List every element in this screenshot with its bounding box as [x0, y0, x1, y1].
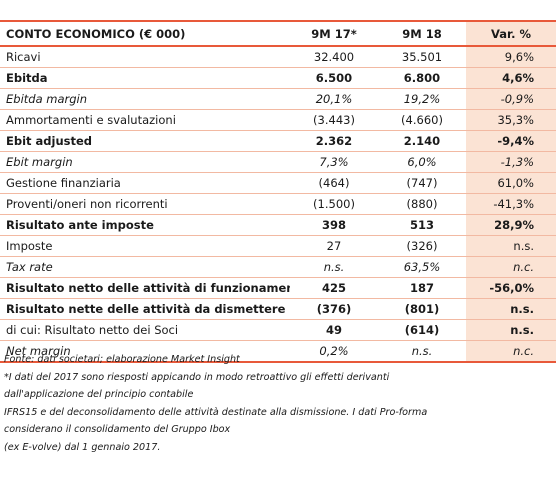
- row-value-9m18: (326): [406, 239, 438, 253]
- row-value-var: 28,9%: [466, 214, 556, 236]
- row-label: Risultato ante imposte: [6, 218, 154, 232]
- row-value-var: -56,0%: [466, 277, 556, 299]
- row-value-var: n.s.: [466, 298, 556, 320]
- footnote-line: considerano il consolidamento del Gruppo…: [4, 424, 231, 436]
- row-value-var: 35,3%: [466, 109, 556, 131]
- row-value-9m18: 2.140: [403, 134, 441, 148]
- row-value-9m17: 2.362: [315, 134, 353, 148]
- row-value-9m18: (614): [404, 323, 440, 337]
- row-value-9m17: 6.500: [315, 71, 353, 85]
- row-value-9m18: n.s.: [411, 344, 433, 358]
- row-label: di cui: Risultato netto dei Soci: [6, 323, 179, 337]
- header-col-9m18: 9M 18: [378, 20, 466, 47]
- income-statement-table-wrap: CONTO ECONOMICO (€ 000) 9M 17* 9M 18 Var…: [0, 20, 556, 363]
- row-value-9m18: (4.660): [401, 113, 443, 127]
- row-value-var: 4,6%: [466, 67, 556, 89]
- row-value-9m17: (1.500): [313, 197, 355, 211]
- header-col-9m17: 9M 17*: [290, 20, 378, 47]
- table-row: Ricavi 32.400 35.501 9,6%: [0, 46, 556, 68]
- row-label: Ebitda margin: [6, 92, 88, 106]
- row-value-9m18: 6,0%: [407, 155, 437, 169]
- row-value-var: n.c.: [466, 340, 556, 362]
- table-row: Imposte 27 (326) n.s.: [0, 235, 556, 257]
- row-value-var: 61,0%: [466, 172, 556, 194]
- row-label: Ebit adjusted: [6, 134, 93, 148]
- table-row: Ebit margin 7,3% 6,0% -1,3%: [0, 151, 556, 173]
- footnote-line: Fonte: dati societari; elaborazione Mark…: [4, 354, 240, 365]
- footnotes: Fonte: dati societari; elaborazione Mark…: [4, 351, 552, 457]
- row-label: Imposte: [6, 239, 53, 253]
- footnote-line: (ex E-volve) dal 1 gennaio 2017.: [4, 441, 161, 453]
- row-label: Ricavi: [6, 50, 41, 64]
- row-value-9m18: (747): [406, 176, 438, 190]
- row-value-9m17: 7,3%: [319, 155, 349, 169]
- row-value-9m17: 32.400: [313, 50, 355, 64]
- row-value-var: -0,9%: [466, 88, 556, 110]
- row-value-var: -1,3%: [466, 151, 556, 173]
- table-header-row: CONTO ECONOMICO (€ 000) 9M 17* 9M 18 Var…: [0, 20, 556, 47]
- row-value-var: -9,4%: [466, 130, 556, 152]
- income-statement-table: CONTO ECONOMICO (€ 000) 9M 17* 9M 18 Var…: [0, 20, 556, 363]
- row-label: Risultato netto delle attività di funzio…: [6, 281, 290, 295]
- table-row: Ebit adjusted 2.362 2.140 -9,4%: [0, 130, 556, 152]
- row-value-9m18: (880): [406, 197, 438, 211]
- row-value-9m18: 63,5%: [403, 260, 441, 274]
- row-value-9m17: 398: [321, 218, 346, 232]
- row-value-var: -41,3%: [466, 193, 556, 215]
- row-value-var: n.s.: [466, 235, 556, 257]
- row-label: Ebitda: [6, 71, 48, 85]
- table-row: Ebitda 6.500 6.800 4,6%: [0, 67, 556, 89]
- footnote-line: dall'applicazione del principio contabil…: [4, 389, 194, 401]
- row-value-9m18: 35.501: [401, 50, 443, 64]
- row-label: Net margin: [6, 344, 71, 358]
- row-value-var: n.c.: [466, 256, 556, 278]
- row-value-9m18: (801): [404, 302, 440, 316]
- table-body: Ricavi 32.400 35.501 9,6% Ebitda 6.500 6.800 4,…: [0, 46, 556, 362]
- table-row: Risultato netto delle attività di funzio…: [0, 277, 556, 299]
- row-value-9m17: (376): [316, 302, 352, 316]
- row-label: Ammortamenti e svalutazioni: [6, 113, 176, 127]
- row-label: Tax rate: [6, 260, 53, 274]
- row-value-9m17: 20,1%: [315, 92, 353, 106]
- header-label: CONTO ECONOMICO (€ 000): [0, 20, 290, 47]
- footnote-line: IFRS15 e del deconsolidamento delle atti…: [4, 406, 428, 418]
- row-value-9m18: 19,2%: [403, 92, 441, 106]
- row-value-9m17: 27: [326, 239, 342, 253]
- row-label: Ebit margin: [6, 155, 73, 169]
- row-value-9m18: 6.800: [403, 71, 441, 85]
- table-row: Risultato nette delle attività da dismet…: [0, 298, 556, 320]
- table-row: Net margin 0,2% n.s. n.c.: [0, 340, 556, 362]
- row-value-var: n.s.: [466, 319, 556, 341]
- row-value-var: 9,6%: [466, 46, 556, 68]
- table-row: Gestione finanziaria (464) (747) 61,0%: [0, 172, 556, 194]
- table-row: Tax rate n.s. 63,5% n.c.: [0, 256, 556, 278]
- row-value-9m17: n.s.: [323, 260, 345, 274]
- table-row: di cui: Risultato netto dei Soci 49 (614) n…: [0, 319, 556, 341]
- header-col-var: Var. %: [466, 20, 556, 47]
- row-label: Risultato nette delle attività da dismet…: [6, 302, 286, 316]
- table-row: Ammortamenti e svalutazioni (3.443) (4.660…: [0, 109, 556, 131]
- row-value-9m17: 49: [325, 323, 342, 337]
- table-row: Proventi/oneri non ricorrenti (1.500) (880…: [0, 193, 556, 215]
- row-value-9m18: 187: [409, 281, 434, 295]
- footnote-line: *I dati del 2017 sono riesposti appicand…: [4, 371, 390, 383]
- table-row: Ebitda margin 20,1% 19,2% -0,9%: [0, 88, 556, 110]
- row-label: Proventi/oneri non ricorrenti: [6, 197, 168, 211]
- row-value-9m17: 425: [321, 281, 346, 295]
- row-value-9m17: (3.443): [313, 113, 355, 127]
- table-row: Risultato ante imposte 398 513 28,9%: [0, 214, 556, 236]
- row-value-9m17: 0,2%: [319, 344, 349, 358]
- row-value-9m18: 513: [409, 218, 434, 232]
- row-value-9m17: (464): [318, 176, 350, 190]
- row-label: Gestione finanziaria: [6, 176, 121, 190]
